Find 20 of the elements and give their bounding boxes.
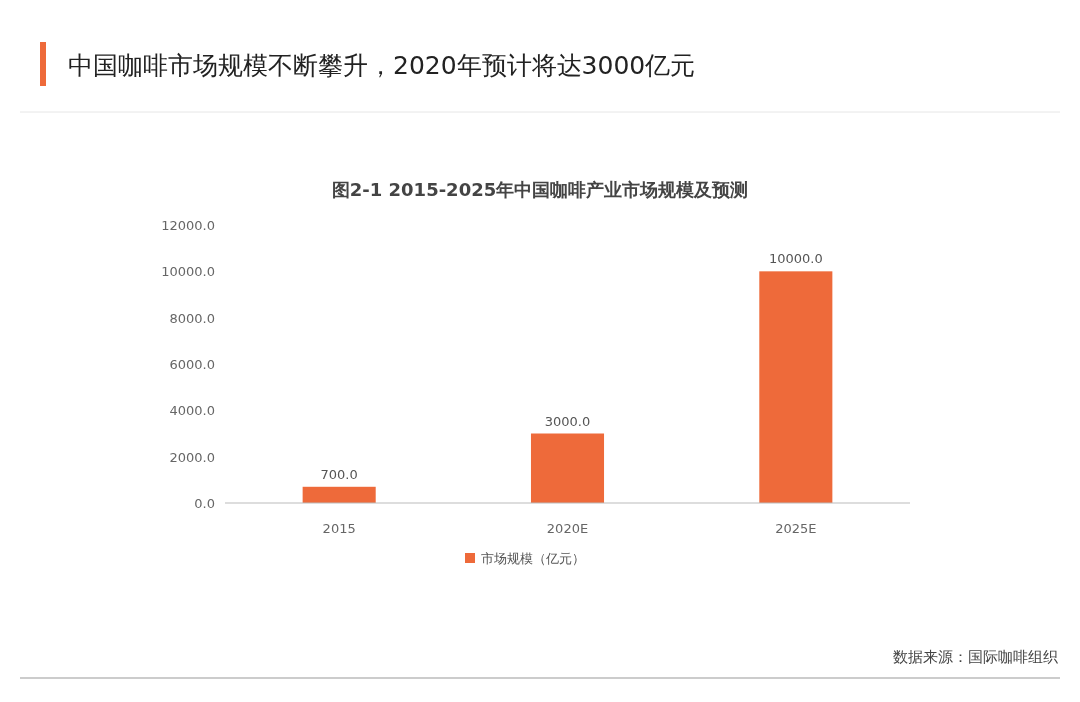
y-tick-label: 6000.0	[169, 357, 215, 372]
chart-subtitle: 图2-1 2015-2025年中国咖啡产业市场规模及预测	[331, 179, 749, 200]
y-tick-label: 0.0	[194, 496, 215, 511]
x-tick-label: 2020E	[546, 521, 589, 536]
y-tick-label: 8000.0	[169, 310, 215, 326]
y-tick-label: 10000.0	[161, 264, 215, 280]
x-tick-label: 2025E	[775, 521, 817, 536]
data-label: 3000.0	[544, 413, 591, 429]
y-tick-label: 4000.0	[169, 403, 215, 419]
bar	[530, 433, 605, 503]
source-note: 数据来源：国际咖啡组织	[893, 648, 1058, 666]
y-tick-label: 2000.0	[169, 449, 215, 465]
data-label: 700.0	[320, 466, 358, 482]
chart-title: 中国咖啡市场规模不断攀升，2020年预计将达3000亿元	[68, 51, 696, 80]
bar	[759, 271, 833, 503]
data-label: 10000.0	[768, 251, 823, 267]
legend-label: 市场规模（亿元）	[481, 551, 585, 566]
y-tick-label: 12000.0	[161, 218, 215, 233]
bar	[302, 486, 376, 503]
x-tick-label: 2015	[322, 521, 356, 536]
